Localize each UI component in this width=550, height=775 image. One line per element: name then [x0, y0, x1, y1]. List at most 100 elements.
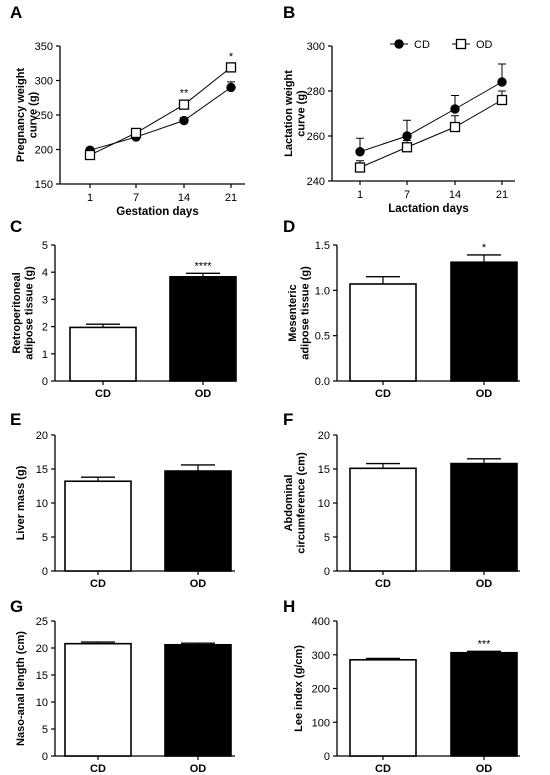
x-axis-label: Lactation days: [388, 203, 469, 215]
panel-a: A 150 200 250 300 350 Pregnancy weightcurve (g…: [10, 3, 245, 218]
y-tick-label: 300: [35, 76, 53, 88]
y-tick-label: 300: [312, 650, 330, 662]
y-tick-label: 5: [42, 724, 48, 736]
significance-label: ****: [194, 260, 212, 272]
y-tick-label: 5: [42, 532, 48, 544]
x-tick-label: 14: [178, 192, 190, 204]
y-tick-label: 20: [36, 430, 48, 442]
y-axis-label-line: circumference (cm): [296, 452, 308, 554]
y-tick-label: 15: [36, 670, 48, 682]
significance-label: *: [229, 51, 234, 63]
y-tick-label: 20: [318, 430, 330, 442]
od-point: [449, 121, 461, 133]
x-tick-label: 7: [404, 189, 410, 201]
x-tick-label: 1: [87, 192, 93, 204]
x-tick-label: OD: [190, 578, 207, 590]
y-axis-label: Mesentericadipose tissue (g): [287, 266, 312, 360]
panel-b: B 240 260 280 300 Lactation weightcurve (g) 1 7…: [283, 3, 515, 215]
x-tick-label: OD: [190, 763, 207, 775]
y-tick-label: 15: [36, 464, 48, 476]
y-tick-label: 2: [42, 322, 48, 334]
panel-d: D 0.0 0.5 1.0 1.5 Mesentericadipose tissue (g…: [283, 217, 520, 400]
y-tick-label: 250: [35, 110, 53, 122]
od-point: [225, 62, 237, 73]
y-tick-label: 20: [36, 643, 48, 655]
y-axis-label-line: curve (g): [296, 90, 308, 137]
bar-cd: [64, 642, 132, 757]
panel-c: C 0 1 2 3 4 5 Retroperitonealadipose tissue (g)…: [10, 217, 237, 400]
y-tick-label: 0: [324, 566, 330, 578]
y-tick-label: 10: [36, 697, 48, 709]
y-tick-label: 240: [307, 176, 325, 188]
panel-e: E 0 5 10 15 20 Liver mass (g) CD OD: [10, 410, 235, 590]
x-tick-label: CD: [90, 763, 106, 775]
cd-point: [497, 77, 507, 87]
y-tick-label: 25: [36, 616, 48, 628]
legend-label: CD: [414, 39, 430, 51]
y-axis-label: Pregnancy weightcurve (g): [15, 68, 40, 162]
y-axis-label-line: curve (g): [28, 91, 40, 138]
significance-label: **: [180, 88, 189, 100]
od-point: [354, 162, 366, 173]
significance-label: *: [482, 242, 487, 254]
y-axis-label-line: Abdominal: [283, 475, 295, 532]
bar-cd: [349, 659, 417, 757]
y-tick-label: 0.0: [315, 376, 330, 388]
y-axis-label-line: Pregnancy weight: [15, 68, 27, 162]
series-line-od: [359, 99, 503, 168]
cd-point: [226, 82, 236, 93]
x-tick-label: 1: [357, 189, 363, 201]
od-point: [178, 99, 190, 110]
x-tick-label: OD: [476, 763, 493, 775]
bar-od: [164, 470, 232, 572]
bar-cd: [349, 467, 417, 572]
y-axis-label-line: Lactation weight: [283, 70, 295, 157]
x-tick-label: CD: [95, 388, 111, 400]
bar-od: [164, 643, 232, 757]
bar-od: [450, 462, 518, 572]
y-tick-label: 150: [35, 179, 53, 191]
y-tick-label: 10: [36, 498, 48, 510]
y-tick-label: 3: [42, 294, 48, 306]
panel-letter: E: [10, 410, 21, 429]
bar-od: [450, 261, 518, 382]
y-tick-label: 5: [324, 532, 330, 544]
bar-od: [450, 651, 518, 757]
significance-label: ***: [478, 638, 492, 650]
y-tick-label: 400: [312, 616, 330, 628]
od-point: [401, 142, 413, 153]
x-tick-label: 21: [225, 192, 237, 204]
y-tick-label: 10: [318, 498, 330, 510]
y-tick-label: 15: [318, 464, 330, 476]
bar-od: [169, 276, 237, 382]
cd-point: [402, 131, 412, 141]
panel-letter: H: [283, 597, 295, 616]
cd-point: [179, 115, 189, 126]
legend-label: OD: [476, 39, 493, 51]
y-tick-label: 280: [307, 86, 325, 98]
cd-point: [450, 104, 460, 114]
series-line-od: [89, 66, 232, 156]
y-tick-label: 260: [307, 131, 325, 143]
panel-letter: D: [283, 217, 295, 236]
bar-cd: [349, 283, 417, 382]
y-axis-label: Retroperitonealadipose tissue (g): [11, 266, 36, 360]
x-axis-label: Gestation days: [116, 206, 198, 218]
cd-point: [394, 39, 404, 49]
x-tick-label: OD: [476, 578, 493, 590]
y-tick-label: 1.0: [315, 285, 330, 297]
y-axis-label-line: Mesenteric: [287, 284, 299, 341]
od-point: [130, 127, 142, 139]
y-tick-label: 5: [42, 240, 48, 252]
od-point: [496, 94, 508, 106]
y-axis-label: Lee index (g/cm): [293, 645, 305, 732]
panel-letter: C: [10, 217, 22, 236]
y-tick-label: 0: [42, 566, 48, 578]
y-axis-label: Liver mass (g): [15, 465, 27, 540]
panel-letter: F: [283, 410, 293, 429]
y-tick-label: 300: [307, 41, 325, 53]
panel-h: H 0 100 200 300 400 Lee index (g/cm) CD OD ***: [283, 597, 520, 775]
y-axis-label: Abdominalcircumference (cm): [283, 452, 308, 554]
bar-cd: [69, 326, 137, 382]
